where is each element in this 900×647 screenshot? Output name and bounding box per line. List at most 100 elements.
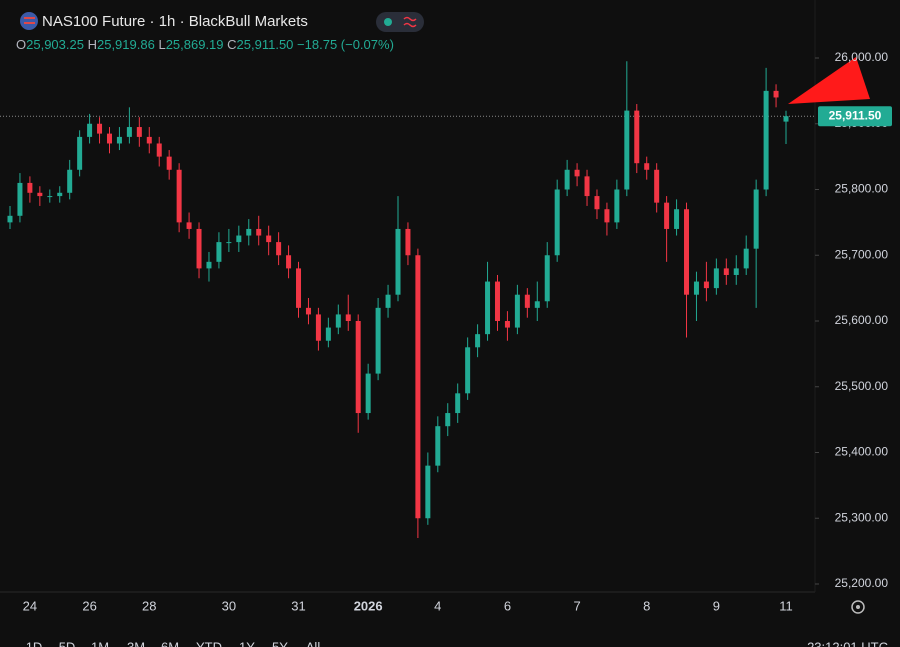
candle-body (345, 314, 351, 321)
candle-body (206, 261, 212, 269)
candle-body (47, 196, 53, 198)
candle-body (7, 215, 13, 223)
candle-body (196, 228, 202, 269)
candle-body (17, 182, 23, 216)
candle-body (674, 209, 680, 229)
candle-body (146, 136, 152, 144)
candle-body (435, 426, 441, 466)
y-tick-label: 25,500.00 (835, 379, 889, 393)
candle-body (614, 189, 620, 223)
status-icon (403, 16, 417, 28)
candle-body (186, 222, 192, 229)
range-button[interactable]: 5Y (272, 639, 288, 647)
candle-body (405, 228, 411, 256)
candle-body (504, 321, 510, 328)
status-pill[interactable] (376, 12, 424, 32)
candle-body (455, 393, 461, 414)
y-tick-label: 26,000.00 (835, 50, 889, 64)
candle-body (723, 268, 729, 275)
x-tick-label: 7 (573, 598, 580, 613)
ohlc-value: 25,911.50 (237, 37, 294, 52)
candle-body (684, 209, 690, 295)
range-button[interactable]: All (306, 639, 321, 647)
x-tick-label: 2026 (354, 598, 383, 613)
ohlc-text: O25,903.25 H25,919.86 L25,869.19 C25,911… (16, 37, 394, 52)
ohlc-value: 25,919.86 (97, 37, 155, 52)
y-tick-label: 25,200.00 (835, 576, 889, 590)
candle-body (494, 281, 500, 321)
x-tick-label: 26 (82, 598, 96, 613)
range-button[interactable]: 1M (91, 639, 109, 647)
candle-body (534, 301, 540, 308)
candle-body (395, 228, 401, 295)
candle-body (584, 176, 590, 197)
x-tick-label: 9 (713, 598, 720, 613)
candle-body (703, 281, 709, 289)
candle-body (266, 235, 272, 243)
candle-body (57, 192, 63, 197)
ohlc-key: C (227, 37, 236, 52)
ohlc-key: H (88, 37, 97, 52)
candle-body (126, 127, 132, 137)
candle-body (485, 281, 491, 335)
range-button[interactable]: 1D (26, 639, 43, 647)
status-dot (384, 18, 392, 26)
candle-body (246, 228, 252, 236)
candle-body (385, 294, 391, 308)
range-button[interactable]: YTD (196, 639, 222, 647)
candle-body (97, 123, 103, 134)
candle-body (544, 255, 550, 302)
x-tick-label: 28 (142, 598, 156, 613)
candle-body (783, 116, 789, 122)
settings-icon[interactable] (851, 600, 865, 614)
candle-body (524, 294, 530, 308)
x-tick-label: 8 (643, 598, 650, 613)
candle-body (315, 314, 321, 341)
candle-body (773, 90, 779, 98)
candle-body (77, 136, 83, 170)
candle-body (87, 123, 93, 137)
candle-body (216, 242, 222, 262)
range-button[interactable]: 5D (59, 639, 76, 647)
candle-body (644, 163, 650, 170)
candle-body (763, 90, 769, 190)
range-button[interactable]: 3M (127, 639, 145, 647)
candle-body (335, 314, 341, 328)
x-tick-label: 30 (222, 598, 236, 613)
chart-title: NAS100 Future · 1h · BlackBull Markets (42, 13, 308, 30)
candle-body (664, 202, 670, 229)
x-tick-label: 11 (779, 598, 793, 613)
range-button[interactable]: 6M (161, 639, 179, 647)
candle-body (116, 136, 122, 144)
gear-center[interactable] (856, 605, 860, 609)
annotation-arrow (788, 57, 870, 104)
x-tick-label: 6 (504, 598, 511, 613)
flag-stripe (24, 17, 35, 19)
candle-body (514, 294, 520, 328)
candle-body (425, 465, 431, 519)
candle-body (624, 110, 630, 190)
ohlc-value: 25,869.19 (166, 37, 224, 52)
candle-body (743, 248, 749, 269)
candle-body (166, 156, 172, 170)
candle-body (375, 307, 381, 374)
x-tick-label: 24 (23, 598, 37, 613)
candle-body (475, 334, 481, 348)
last-price-tag (818, 106, 892, 127)
gear[interactable] (851, 600, 865, 614)
range-button[interactable]: 1Y (239, 639, 255, 647)
candle-body (634, 110, 640, 164)
candle-body (554, 189, 560, 256)
y-tick-label: 25,300.00 (835, 510, 889, 524)
change: −18.75 (−0.07%) (297, 37, 394, 52)
candle-body (574, 169, 580, 177)
candle-body (286, 255, 292, 269)
candle-body (276, 242, 282, 256)
candle-body (753, 189, 759, 249)
candle-body (355, 321, 361, 414)
candle-body (67, 169, 73, 193)
last-price-label: 25,911.50 (829, 108, 882, 122)
y-tick-label: 25,700.00 (835, 247, 889, 261)
candle-body (27, 182, 33, 193)
